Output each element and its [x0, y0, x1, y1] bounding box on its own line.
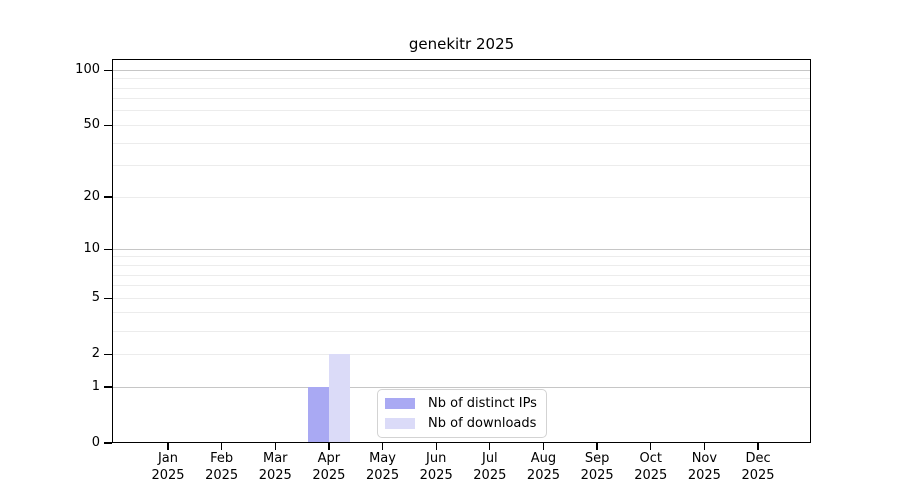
minor-gridline: [112, 196, 811, 198]
minor-gridline: [112, 274, 811, 276]
minor-gridline: [112, 297, 811, 299]
minor-gridline: [112, 353, 811, 355]
y-tick-label: 20: [83, 189, 100, 205]
minor-gridline: [112, 265, 811, 266]
legend: Nb of distinct IPs Nb of downloads: [377, 389, 547, 438]
y-tick-label: 2: [91, 346, 100, 362]
y-tick-label: 0: [91, 435, 100, 450]
x-axis-tick: [650, 443, 652, 450]
minor-gridline: [112, 124, 811, 126]
minor-gridline: [112, 165, 811, 167]
y-axis-tick: [104, 196, 112, 198]
minor-gridline: [112, 87, 811, 89]
legend-item-distinct-ips: Nb of distinct IPs: [385, 395, 538, 413]
y-tick-label: 10: [83, 241, 100, 257]
minor-gridline: [112, 256, 811, 258]
x-tick-label: Apr 2025: [312, 451, 346, 483]
x-axis-tick: [381, 443, 384, 450]
y-axis-tick: [104, 69, 112, 71]
legend-swatch-downloads: [385, 417, 415, 429]
y-tick-label: 5: [91, 290, 100, 306]
legend-label-downloads: Nb of downloads: [428, 415, 537, 431]
x-axis-tick: [220, 443, 223, 450]
x-axis-tick: [757, 443, 759, 450]
y-tick-label: 50: [83, 117, 100, 133]
x-tick-label: Jul 2025: [473, 451, 507, 483]
bar-distinct-ips: [307, 387, 329, 443]
minor-gridline: [112, 98, 811, 100]
x-axis-tick: [167, 443, 169, 450]
y-tick-label: 1: [91, 379, 100, 394]
bar-downloads: [328, 354, 350, 443]
x-tick-label: Jan 2025: [151, 451, 185, 483]
minor-gridline: [112, 312, 811, 314]
minor-gridline: [112, 110, 811, 112]
y-axis-tick: [104, 386, 112, 388]
y-axis-tick: [104, 442, 112, 444]
legend-item-downloads: Nb of downloads: [385, 415, 538, 433]
x-tick-label: Nov 2025: [687, 451, 721, 483]
x-tick-label: Jun 2025: [419, 451, 453, 483]
minor-gridline: [112, 330, 811, 332]
y-axis-tick: [104, 297, 112, 299]
minor-gridline: [112, 285, 811, 287]
x-tick-label: Mar 2025: [258, 451, 292, 483]
major-gridline: [112, 69, 811, 71]
y-axis-tick: [104, 124, 112, 127]
y-tick-label: 100: [75, 62, 100, 78]
x-axis-tick: [596, 443, 598, 450]
y-axis-tick: [104, 353, 112, 355]
major-gridline: [112, 386, 811, 388]
x-axis-tick: [542, 443, 545, 450]
major-gridline: [112, 248, 811, 250]
x-tick-label: May 2025: [366, 451, 400, 483]
chart-title: genekitr 2025: [408, 35, 515, 53]
x-tick-label: Sep 2025: [580, 451, 614, 483]
x-tick-label: Aug 2025: [526, 451, 561, 483]
x-tick-label: Feb 2025: [205, 451, 239, 483]
x-axis-tick: [489, 443, 491, 450]
x-tick-label: Oct 2025: [634, 451, 668, 483]
x-axis-tick: [703, 443, 706, 450]
legend-label-distinct-ips: Nb of distinct IPs: [428, 396, 537, 412]
legend-swatch-distinct-ips: [385, 398, 415, 410]
x-axis-tick: [274, 443, 276, 450]
minor-gridline: [112, 142, 811, 144]
x-axis-tick: [328, 443, 330, 450]
y-axis-tick: [104, 248, 112, 250]
x-tick-label: Dec 2025: [741, 451, 775, 483]
x-axis-tick: [435, 443, 437, 450]
plot-area: [112, 59, 811, 443]
minor-gridline: [112, 78, 811, 80]
